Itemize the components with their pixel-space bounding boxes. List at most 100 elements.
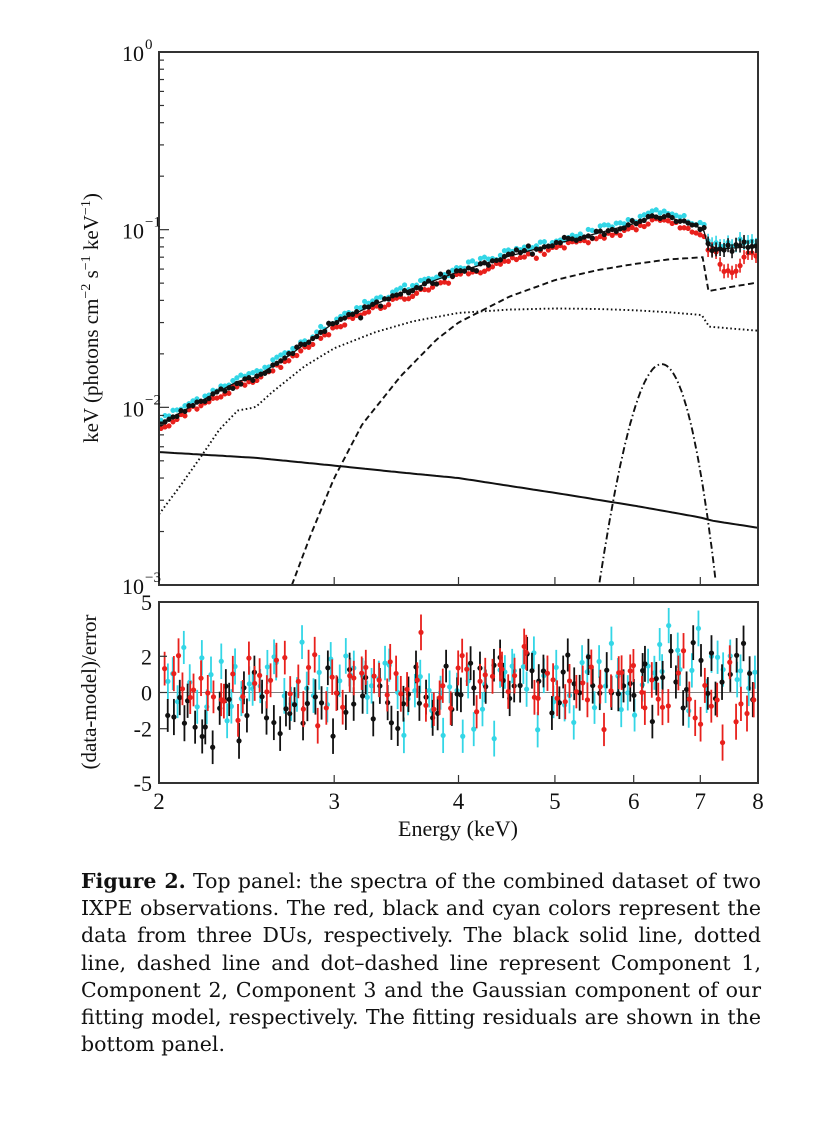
residual-point [264, 689, 270, 695]
residual-point [604, 667, 610, 673]
data-point [465, 259, 472, 265]
residual-point [398, 691, 404, 697]
data-point [198, 403, 204, 409]
residual-point [246, 655, 252, 661]
residual-point [675, 670, 681, 676]
residual-point [179, 686, 186, 692]
data-point [481, 268, 488, 274]
data-point [238, 381, 244, 387]
data-point [717, 261, 723, 267]
y-tick-label: 5 [141, 590, 152, 615]
residual-point [585, 654, 592, 660]
data-point [282, 350, 288, 356]
residual-series-ducyan [165, 607, 758, 757]
data-point [210, 395, 216, 401]
residual-point [683, 686, 690, 693]
residual-point [529, 668, 535, 674]
y-label-exponent: −2 [79, 284, 94, 299]
data-point [585, 240, 591, 246]
residual-point [351, 701, 357, 707]
data-point [701, 225, 707, 231]
residual-point [235, 717, 241, 723]
data-point [254, 368, 260, 374]
data-point [194, 406, 200, 412]
residual-point [491, 736, 497, 742]
residual-point [295, 678, 301, 685]
residual-point [695, 625, 702, 632]
residual-point [267, 677, 274, 683]
residual-point [471, 685, 477, 691]
data-point [190, 398, 196, 404]
top-y-axis-label: keV (photons cm−2 s−1 keV−1) [79, 193, 103, 443]
data-point [513, 247, 520, 253]
residual-point [363, 664, 369, 670]
residual-point [733, 719, 739, 725]
residual-series-dublack [165, 625, 756, 765]
data-point [741, 254, 747, 260]
data-point [693, 230, 699, 236]
data-point [358, 305, 364, 311]
x-tick-label: 5 [549, 789, 561, 814]
data-point [234, 375, 240, 381]
data-point [677, 214, 683, 220]
data-point [721, 268, 727, 274]
residual-point [416, 700, 423, 706]
residual-point [418, 629, 424, 635]
data-point [653, 207, 659, 213]
residual-point [573, 689, 579, 695]
residual-point [312, 694, 318, 700]
residual-point [329, 674, 335, 680]
residual-point [517, 682, 523, 689]
data-point [613, 220, 619, 226]
data-point [601, 235, 607, 241]
residual-point [412, 688, 418, 694]
data-point [629, 218, 635, 224]
residual-point [524, 686, 530, 692]
data-point [577, 231, 583, 237]
residual-point [642, 661, 648, 667]
data-point [326, 320, 332, 326]
residual-point [388, 720, 395, 726]
data-point [318, 323, 324, 330]
bottom-panel-ticks [159, 601, 167, 784]
residual-point [440, 732, 446, 739]
residual-point [597, 684, 603, 690]
residual-point [384, 692, 390, 698]
data-point [429, 284, 436, 290]
data-point [390, 289, 396, 295]
residual-point [376, 677, 382, 683]
x-tick-label: 7 [695, 789, 707, 814]
residual-point [187, 694, 193, 701]
residual-point [359, 670, 365, 676]
data-point [629, 224, 635, 231]
residual-point [426, 687, 432, 694]
residual-point [244, 712, 250, 719]
data-point [525, 251, 531, 257]
residual-point [393, 670, 399, 677]
residual-point [565, 652, 571, 658]
data-point [609, 232, 615, 238]
data-point [697, 232, 703, 238]
data-point [166, 423, 172, 429]
residual-point [702, 682, 708, 689]
data-point [290, 345, 296, 352]
residual-point [400, 701, 407, 707]
data-point [405, 290, 412, 296]
residual-point [282, 655, 288, 661]
data-point [362, 298, 368, 305]
data-point [597, 233, 603, 240]
data-point [413, 290, 420, 296]
residual-point [299, 639, 305, 645]
data-point [246, 371, 252, 377]
data-point [497, 261, 504, 267]
residual-point [690, 640, 696, 646]
data-point [278, 352, 284, 358]
data-point [294, 352, 300, 359]
residual-point [719, 739, 726, 746]
y-tick-label: 10 [122, 574, 144, 599]
data-point [298, 348, 304, 354]
residual-point [608, 688, 614, 694]
residual-point [423, 702, 429, 708]
